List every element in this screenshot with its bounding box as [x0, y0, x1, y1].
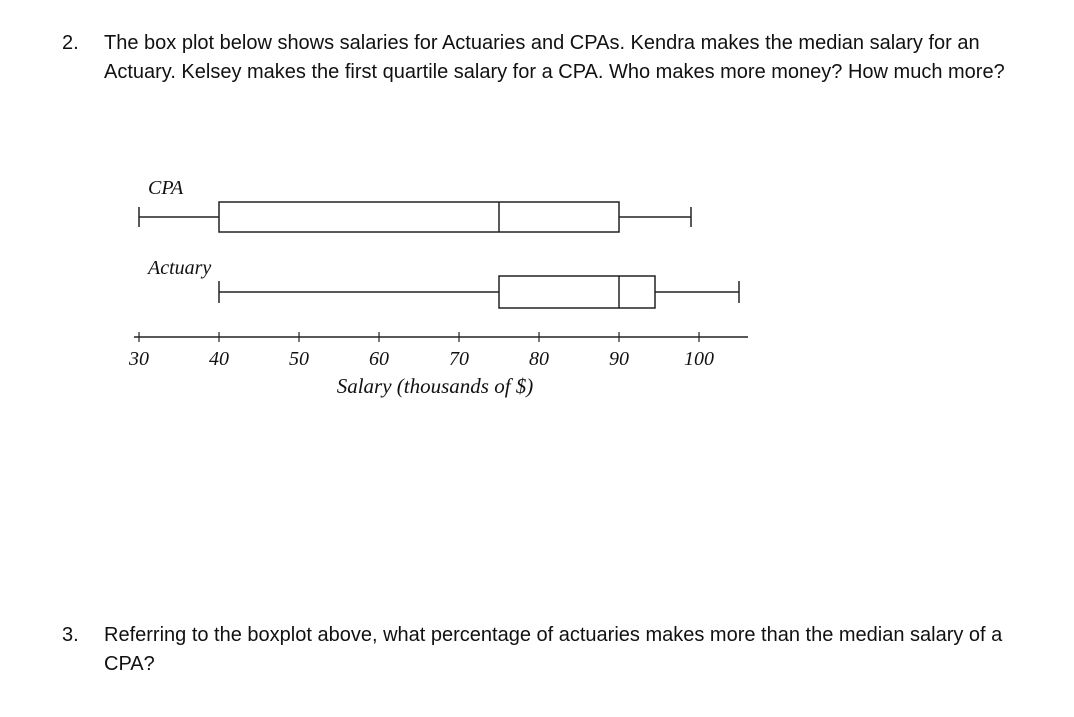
x-tick-label-100: 100	[684, 348, 714, 370]
question-number: 2.	[62, 32, 79, 54]
question-text: Referring to the boxplot above, what per…	[104, 624, 1003, 675]
actuary-label: Actuary	[146, 257, 211, 279]
cpa-iqr-box	[218, 201, 620, 233]
x-tick-label-70: 70	[449, 348, 469, 370]
question-number: 3.	[62, 624, 79, 646]
actuary-iqr-box	[498, 275, 656, 309]
x-axis-label: Salary (thousands of $)	[337, 374, 534, 398]
question-3: 3. Referring to the boxplot above, what …	[62, 621, 1044, 679]
x-tick-label-30: 30	[128, 348, 149, 370]
x-tick-label-90: 90	[609, 348, 629, 370]
x-tick-label-80: 80	[529, 348, 549, 370]
cpa-label: CPA	[148, 177, 184, 199]
question-text: The box plot below shows salaries for Ac…	[104, 32, 1005, 83]
x-tick-label-50: 50	[289, 348, 309, 370]
x-tick-label-60: 60	[369, 348, 389, 370]
x-tick-label-40: 40	[209, 348, 229, 370]
question-2: 2. The box plot below shows salaries for…	[62, 29, 1044, 87]
